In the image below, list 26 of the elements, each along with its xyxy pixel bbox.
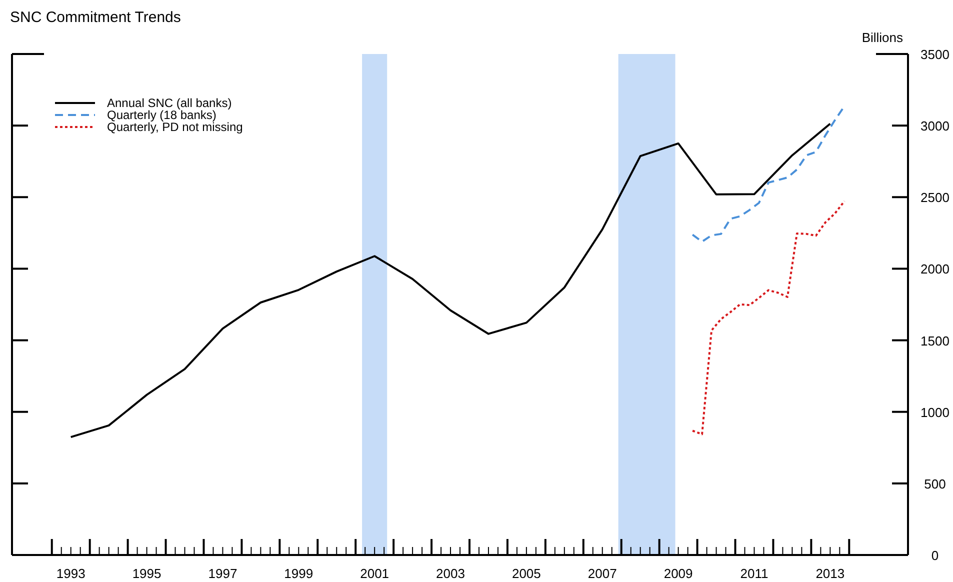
x-tick-label: 1999 [284, 566, 314, 581]
y-tick-label: 3000 [920, 118, 950, 134]
x-tick-label: 2011 [740, 566, 768, 581]
y-tick-label: 500 [924, 476, 946, 492]
x-tick-label: 1993 [56, 566, 86, 581]
x-tick-label: 2013 [816, 566, 845, 581]
y-tick-label: 3500 [920, 47, 950, 62]
x-tick-label: 1995 [132, 566, 162, 581]
legend-label: Quarterly (18 banks) [107, 108, 216, 122]
y-tick-label: 2500 [920, 190, 950, 206]
x-tick-label: 2007 [588, 566, 617, 581]
y-tick-label: 0 [931, 548, 939, 563]
line-series [692, 200, 846, 436]
x-tick-label: 2009 [664, 566, 693, 581]
y-tick-label: 1500 [920, 333, 950, 348]
x-tick-label: 2005 [512, 566, 541, 581]
x-tick-label: 1997 [208, 566, 238, 581]
legend-label: Annual SNC (all banks) [107, 96, 232, 110]
y-tick-label: 2000 [920, 262, 950, 277]
y-axis-title: Billions [862, 30, 904, 45]
legend-label: Quarterly, PD not missing [107, 120, 243, 134]
line-series [70, 122, 832, 438]
chart-title: SNC Commitment Trends [10, 9, 181, 26]
x-tick-label: 2001 [360, 566, 390, 581]
y-tick-label: 1000 [920, 404, 950, 420]
x-tick-label: 2003 [436, 566, 465, 581]
